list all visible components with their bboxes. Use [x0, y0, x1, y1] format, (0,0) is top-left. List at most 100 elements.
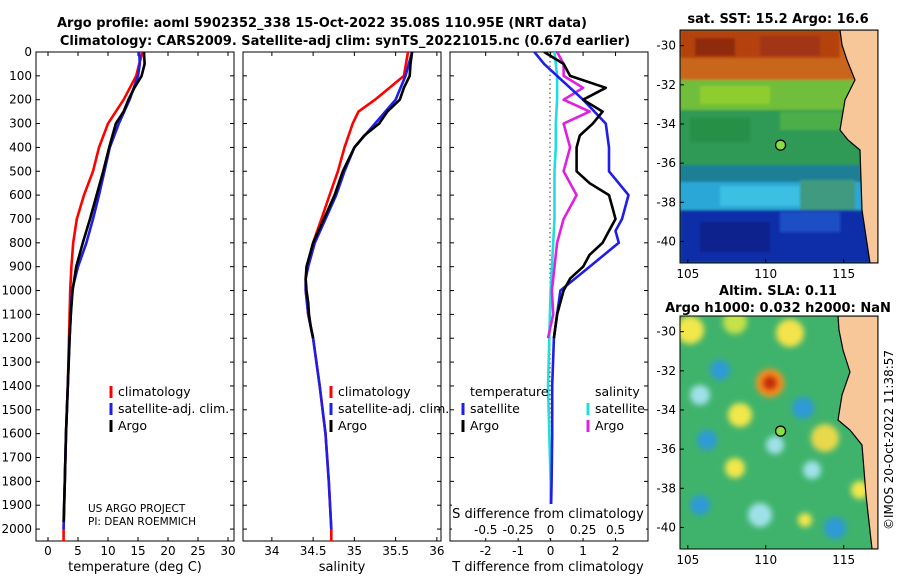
- map-y-tick-label: -30: [656, 39, 676, 53]
- depth-tick-label: 1300: [1, 355, 32, 369]
- difference-panel: -2 -1 0 1 2 T difference from climatology S …: [449, 51, 649, 575]
- sla-x-ticks: 105 110 115: [676, 545, 855, 567]
- sst-map-frame: [679, 29, 879, 264]
- figure-title-line1: Argo profile: aoml 5902352_338 15-Oct-20…: [57, 16, 587, 31]
- sla-map-title-line2: Argo h1000: 0.032 h2000: NaN: [665, 301, 891, 316]
- x-tick-label: 2: [612, 544, 620, 558]
- depth-tick-label: 800: [9, 236, 32, 250]
- legend-argo-t: Argo: [470, 418, 499, 433]
- map-y-tick-label: -40: [656, 520, 676, 534]
- depth-tick-label: 200: [9, 93, 32, 107]
- depth-tick-label: 1700: [1, 451, 32, 465]
- depth-tick-label: 1800: [1, 474, 32, 488]
- legend-climatology: climatology: [118, 384, 191, 399]
- map-y-tick-label: -40: [656, 234, 676, 248]
- salinity-xlabel: salinity: [319, 560, 366, 575]
- s-difference-label: S difference from climatology: [452, 507, 644, 522]
- x-tick-label: 34.5: [300, 544, 327, 558]
- argo-position-marker: [774, 139, 787, 151]
- map-y-tick-label: -36: [656, 442, 676, 456]
- coastline-land: [839, 30, 878, 263]
- sla-map-title-line1: Altim. SLA: 0.11: [719, 284, 837, 299]
- salinity-lines: [304, 52, 414, 541]
- legend-satellite: satellite-adj. clim.: [338, 401, 449, 416]
- depth-tick-label: 300: [9, 117, 32, 131]
- s-axis-label-backdrop: [452, 504, 646, 538]
- difference-y-ticks: [450, 51, 648, 530]
- temperature-legend: climatology satellite-adj. clim. Argo: [109, 384, 229, 433]
- map-x-tick-label: 110: [754, 553, 777, 567]
- map-y-tick-label: -38: [656, 195, 676, 209]
- map-x-tick-label: 110: [754, 267, 777, 281]
- legend-argo-s: Argo: [595, 418, 624, 433]
- x-tick-label: 0: [547, 544, 555, 558]
- x-tick-label: 34: [264, 544, 279, 558]
- map-x-tick-label: 105: [676, 553, 699, 567]
- salinity-legend: climatology satellite-adj. clim. Argo: [329, 384, 449, 433]
- legend-temperature-title: temperature: [470, 384, 549, 399]
- legend-argo: Argo: [118, 418, 147, 433]
- x-tick-label: 20: [160, 544, 175, 558]
- legend-sat-t: satellite: [470, 401, 520, 416]
- legend-sat-s: satellite: [595, 401, 645, 416]
- x-tick-label: 35.5: [382, 544, 409, 558]
- depth-tick-label: 900: [9, 260, 32, 274]
- sst-map-panel: sat. SST: 15.2 Argo: 16.6: [656, 12, 879, 281]
- legend-satellite: satellite-adj. clim.: [118, 401, 229, 416]
- x-tick-label: 1: [579, 544, 587, 558]
- x-tick-label: 36: [429, 544, 444, 558]
- depth-tick-label: 0: [24, 45, 32, 59]
- credit-line2: PI: DEAN ROEMMICH: [88, 516, 196, 528]
- credit-line1: US ARGO PROJECT: [88, 503, 186, 515]
- map-x-tick-label: 115: [832, 267, 855, 281]
- sst-map-title: sat. SST: 15.2 Argo: 16.6: [687, 12, 868, 27]
- copyright-stamp: ©IMOS 20-Oct-2022 11:38:57: [882, 350, 896, 530]
- x-tick-label: 15: [130, 544, 145, 558]
- map-y-tick-label: -36: [656, 156, 676, 170]
- series-line-satellite-adj-clim-: [304, 52, 414, 530]
- s-difference-ticks: -0.5 -0.25 0 0.25 0.5: [474, 523, 625, 537]
- x-tick-label: 10: [100, 544, 115, 558]
- x-tick-label: 35: [347, 544, 362, 558]
- depth-tick-label: 1600: [1, 427, 32, 441]
- s-tick-label: 0.25: [570, 523, 597, 537]
- s-tick-label: 0.5: [606, 523, 625, 537]
- sla-map-panel: Altim. SLA: 0.11 Argo h1000: 0.032 h2000…: [656, 284, 890, 567]
- depth-tick-label: 2000: [1, 522, 32, 536]
- x-tick-label: 0: [44, 544, 52, 558]
- series-line-argo-s-diff: [546, 52, 591, 339]
- sst-x-ticks: 105 110 115: [676, 259, 855, 281]
- difference-xlabel: T difference from climatology: [451, 560, 644, 575]
- map-y-tick-label: -32: [656, 364, 676, 378]
- legend-climatology: climatology: [338, 384, 411, 399]
- salinity-y-ticks: [243, 51, 441, 530]
- x-tick-label: 30: [220, 544, 235, 558]
- depth-tick-label: 100: [9, 69, 32, 83]
- map-y-tick-label: -34: [656, 117, 676, 131]
- sla-y-ticks: -30 -32 -34 -36 -38 -40: [656, 325, 684, 534]
- map-y-tick-label: -32: [656, 78, 676, 92]
- map-x-tick-label: 105: [676, 267, 699, 281]
- depth-tick-label: 600: [9, 188, 32, 202]
- depth-tick-label: 1400: [1, 379, 32, 393]
- depth-tick-label: 1100: [1, 307, 32, 321]
- x-tick-label: 5: [74, 544, 82, 558]
- series-line-argo: [304, 52, 414, 339]
- depth-tick-label: 1500: [1, 403, 32, 417]
- salinity-x-ticks: 34 34.5 35 35.5 36: [264, 52, 445, 558]
- depth-ticks: 0 100 200 300 400 500 600 700 800 900 1000 1100 1200…: [1, 45, 234, 536]
- salinity-axes-frame: [242, 51, 442, 542]
- legend-salinity-title: salinity: [595, 384, 640, 399]
- temperature-xlabel: temperature (deg C): [68, 560, 202, 575]
- s-tick-label: -0.5: [474, 523, 497, 537]
- depth-tick-label: 400: [9, 140, 32, 154]
- depth-tick-label: 1200: [1, 331, 32, 345]
- map-x-tick-label: 115: [832, 553, 855, 567]
- x-tick-label: -2: [480, 544, 492, 558]
- depth-tick-label: 500: [9, 164, 32, 178]
- argo-position-marker: [774, 425, 787, 437]
- x-tick-label: -1: [512, 544, 524, 558]
- depth-tick-label: 1000: [1, 284, 32, 298]
- figure-title-line2: Climatology: CARS2009. Satellite-adj cli…: [60, 34, 630, 49]
